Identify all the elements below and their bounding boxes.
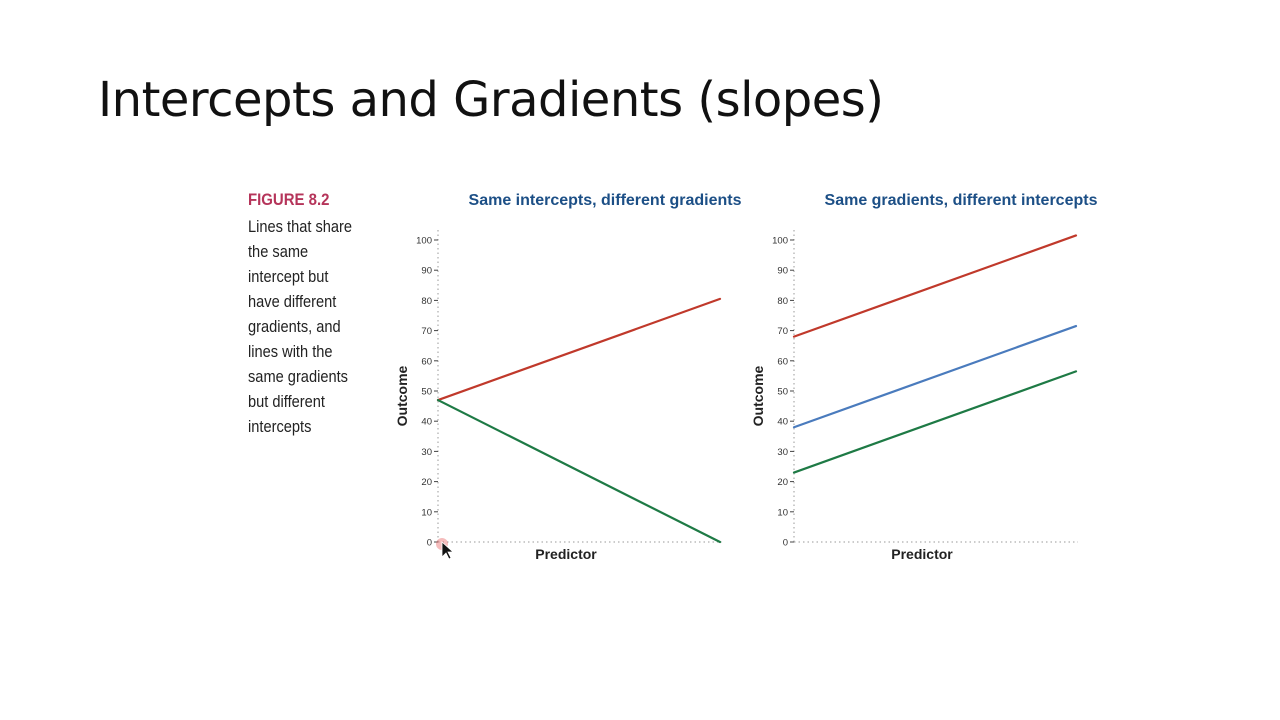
- chart-svg: 0 10 20 30 40 50 60 70 80 90 100 Predictor Outcome: [750, 230, 1078, 562]
- y-tick-label: 20: [777, 477, 788, 488]
- y-axis-label: Outcome: [750, 365, 766, 426]
- y-tick-label: 10: [421, 507, 432, 518]
- y-tick-label: 100: [416, 236, 432, 247]
- y-tick-label: 90: [421, 266, 432, 277]
- y-tick-label: 70: [421, 326, 432, 337]
- figure-caption-block: FIGURE 8.2 Lines that share the same int…: [248, 190, 388, 439]
- series-line-1: [436, 297, 722, 402]
- series-line-2: [436, 398, 722, 544]
- y-tick-label: 100: [772, 236, 788, 247]
- mouse-cursor-icon: [436, 538, 455, 560]
- x-axis-label: Predictor: [891, 546, 953, 562]
- y-tick-label: 80: [777, 296, 788, 307]
- y-tick-label: 50: [421, 387, 432, 398]
- y-tick-label: 80: [421, 296, 432, 307]
- figure-caption: Lines that share the same intercept but …: [248, 217, 353, 436]
- y-tick-label: 40: [421, 417, 432, 428]
- slide-title: Intercepts and Gradients (slopes): [98, 72, 884, 128]
- chart-title: Same gradients, different intercepts: [824, 192, 1098, 209]
- y-tick-label: 40: [777, 417, 788, 428]
- figure-label: FIGURE 8.2: [248, 190, 330, 209]
- y-tick-label: 30: [421, 447, 432, 458]
- y-tick-label: 50: [777, 387, 788, 398]
- y-tick-label: 60: [777, 356, 788, 367]
- chart-svg: 0 10 20 30 40 50 60 70 80 90 100 Predictor Outcome: [394, 230, 722, 562]
- chart-title: Same intercepts, different gradients: [468, 192, 742, 209]
- y-tick-label: 70: [777, 326, 788, 337]
- series-line-1: [792, 234, 1078, 338]
- series-line-2: [792, 324, 1078, 429]
- y-tick-label: 20: [421, 477, 432, 488]
- y-tick-label: 60: [421, 356, 432, 367]
- y-tick-label: 10: [777, 507, 788, 518]
- series-line-3: [792, 370, 1078, 474]
- y-tick-label: 90: [777, 266, 788, 277]
- y-tick-label: 0: [783, 538, 788, 549]
- y-tick-label: 30: [777, 447, 788, 458]
- y-axis-label: Outcome: [394, 365, 410, 426]
- y-tick-label: 0: [427, 538, 432, 549]
- x-axis-label: Predictor: [535, 546, 597, 562]
